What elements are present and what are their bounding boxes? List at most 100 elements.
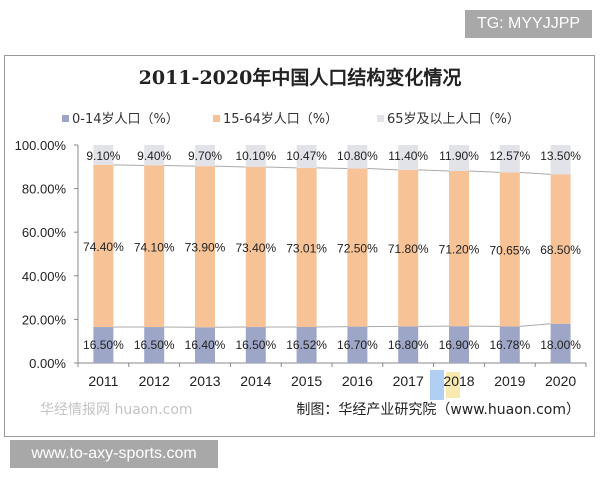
bar-2 bbox=[499, 145, 520, 173]
data-label: 16.40% bbox=[185, 338, 226, 352]
bar-0 bbox=[347, 326, 368, 363]
data-label: 16.50% bbox=[83, 338, 124, 352]
watermark-bottom: www.to-axy-sports.com bbox=[10, 440, 218, 468]
bar-1 bbox=[398, 169, 419, 327]
y-tick-label: 0.00% bbox=[29, 356, 66, 371]
bar-2 bbox=[296, 145, 317, 168]
bar-0 bbox=[550, 323, 571, 363]
x-tick-label: 2017 bbox=[393, 373, 424, 389]
series-connector bbox=[519, 323, 551, 327]
x-tick-label: 2011 bbox=[88, 373, 118, 389]
series-connector bbox=[367, 168, 399, 171]
data-label: 16.70% bbox=[337, 338, 378, 352]
y-tick-label: 20.00% bbox=[22, 312, 67, 327]
bar-1 bbox=[449, 170, 469, 327]
bar-0 bbox=[195, 327, 215, 363]
data-label: 10.10% bbox=[235, 149, 276, 163]
series-connector bbox=[316, 167, 348, 170]
bar-2 bbox=[449, 145, 469, 171]
data-label: 18.00% bbox=[540, 338, 581, 352]
logo-mark-blue bbox=[430, 370, 444, 400]
bar-2 bbox=[398, 145, 419, 170]
legend-label: 15-64岁人口（%） bbox=[223, 112, 338, 127]
bar-0 bbox=[398, 326, 419, 363]
series-connector bbox=[113, 164, 145, 166]
x-tick-label: 2012 bbox=[139, 373, 170, 389]
data-label: 9.10% bbox=[86, 149, 120, 163]
y-tick-label: 80.00% bbox=[22, 182, 67, 197]
data-label: 74.10% bbox=[134, 240, 175, 254]
series-connector bbox=[519, 171, 551, 175]
x-tick-label: 2020 bbox=[545, 373, 576, 389]
series-connector bbox=[265, 166, 297, 169]
bar-2 bbox=[347, 145, 368, 169]
bar-1 bbox=[245, 167, 266, 328]
data-label: 11.40% bbox=[388, 149, 428, 163]
bar-1 bbox=[347, 168, 368, 327]
watermark-top: TG: MYYJJPP bbox=[465, 10, 592, 38]
chart-frame bbox=[4, 55, 595, 437]
data-label: 16.50% bbox=[235, 338, 276, 352]
bar-1 bbox=[144, 165, 165, 328]
bar-2 bbox=[144, 145, 165, 166]
data-label: 16.50% bbox=[134, 338, 175, 352]
y-tick-label: 40.00% bbox=[22, 269, 67, 284]
bar-0 bbox=[499, 326, 520, 363]
data-label: 9.70% bbox=[188, 149, 222, 163]
data-label: 10.80% bbox=[337, 149, 378, 163]
bar-1 bbox=[93, 164, 114, 328]
bar-2 bbox=[195, 145, 215, 167]
x-tick-label: 2018 bbox=[443, 373, 474, 389]
data-label: 72.50% bbox=[337, 242, 378, 256]
bar-0 bbox=[144, 327, 165, 363]
logo-watermark-text: 华经情报网 huaon.com bbox=[40, 402, 193, 418]
series-connector bbox=[468, 170, 500, 173]
bar-0 bbox=[245, 327, 266, 363]
bar-1 bbox=[499, 172, 520, 327]
data-label: 16.90% bbox=[439, 338, 480, 352]
x-tick-label: 2013 bbox=[189, 373, 220, 389]
bar-1 bbox=[296, 167, 317, 327]
bar-2 bbox=[550, 145, 571, 175]
data-label: 16.80% bbox=[388, 338, 429, 352]
logo-mark-yellow bbox=[446, 372, 460, 398]
data-label: 73.01% bbox=[286, 241, 327, 255]
bar-2 bbox=[245, 145, 266, 168]
data-label: 71.80% bbox=[388, 242, 429, 256]
x-tick-label: 2019 bbox=[494, 373, 525, 389]
legend-swatch bbox=[213, 115, 220, 122]
legend-swatch bbox=[377, 115, 384, 122]
bar-0 bbox=[296, 326, 317, 363]
data-label: 71.20% bbox=[439, 243, 480, 257]
x-tick-label: 2014 bbox=[240, 373, 271, 389]
data-label: 74.40% bbox=[83, 240, 124, 254]
bar-0 bbox=[449, 326, 469, 363]
legend-label: 65岁及以上人口（%） bbox=[387, 112, 520, 127]
x-tick-label: 2015 bbox=[291, 373, 322, 389]
data-label: 70.65% bbox=[489, 243, 530, 257]
y-tick-label: 60.00% bbox=[22, 225, 67, 240]
data-label: 73.90% bbox=[185, 241, 226, 255]
data-label: 9.40% bbox=[137, 149, 171, 163]
data-label: 16.78% bbox=[489, 338, 530, 352]
data-label: 11.90% bbox=[439, 149, 479, 163]
bar-0 bbox=[93, 327, 114, 363]
chart-title: 2011-2020年中国人口结构变化情况 bbox=[139, 66, 462, 89]
series-connector bbox=[164, 164, 196, 167]
data-label: 16.52% bbox=[286, 338, 327, 352]
data-label: 73.40% bbox=[235, 241, 276, 255]
y-tick-label: 100.00% bbox=[15, 138, 67, 153]
data-label: 68.50% bbox=[540, 243, 581, 257]
bar-1 bbox=[195, 166, 215, 328]
legend-swatch bbox=[62, 115, 69, 122]
source-note: 制图：华经产业研究院（www.huaon.com） bbox=[296, 402, 580, 418]
series-connector bbox=[214, 165, 246, 168]
data-label: 12.57% bbox=[489, 149, 530, 163]
data-label: 13.50% bbox=[540, 149, 581, 163]
series-connector bbox=[418, 169, 450, 172]
bar-1 bbox=[550, 174, 571, 324]
legend-label: 0-14岁人口（%） bbox=[72, 112, 179, 127]
bar-2 bbox=[93, 145, 114, 165]
x-tick-label: 2016 bbox=[342, 373, 373, 389]
